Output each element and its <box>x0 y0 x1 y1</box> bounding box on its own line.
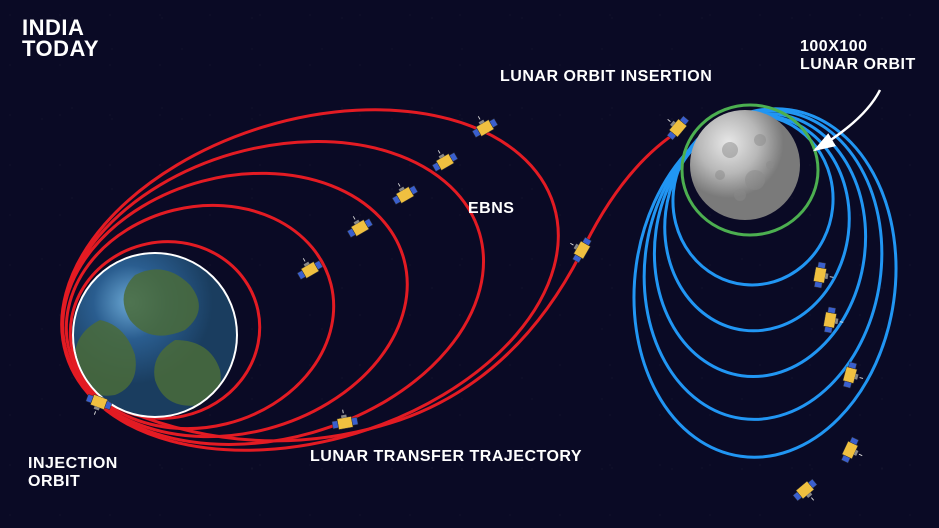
moon <box>690 110 800 220</box>
earth <box>73 253 237 417</box>
label-injection-orbit: INJECTION ORBIT <box>28 455 118 491</box>
label-ebns: EBNS <box>468 200 514 218</box>
label-lunar-orbit-100: 100X100 LUNAR ORBIT <box>800 38 916 74</box>
label-lunar-orbit-insertion: LUNAR ORBIT INSERTION <box>500 68 712 86</box>
label-lunar-transfer: LUNAR TRANSFER TRAJECTORY <box>310 448 582 466</box>
